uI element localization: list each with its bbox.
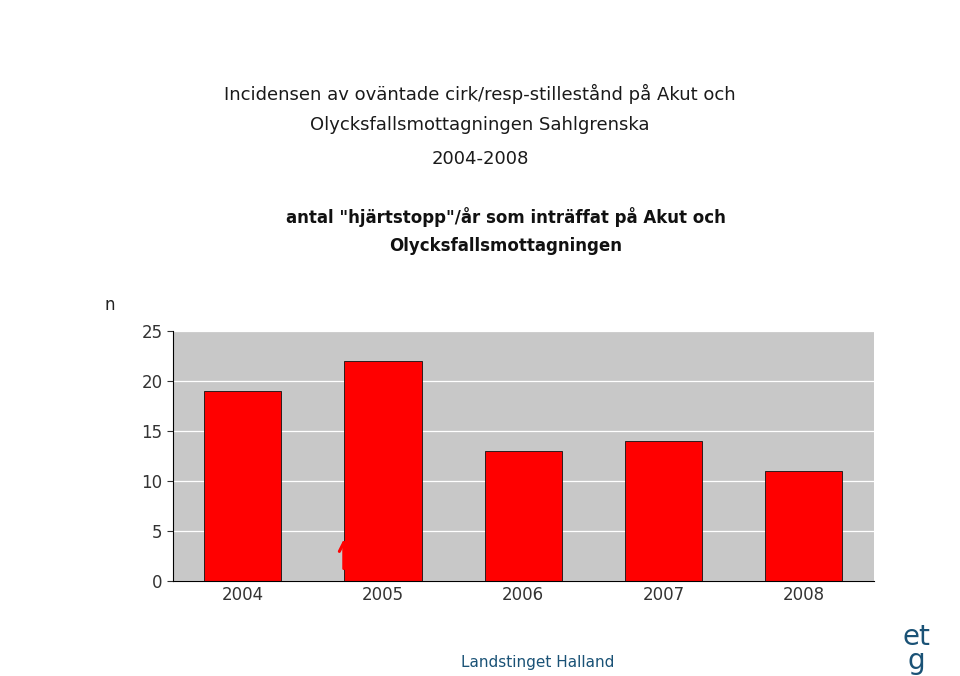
Text: www.lthalland.se: www.lthalland.se xyxy=(695,22,936,49)
Text: Incidensen av oväntade cirk/resp-stillestånd på Akut och: Incidensen av oväntade cirk/resp-stilles… xyxy=(225,84,735,104)
Text: g: g xyxy=(908,647,925,675)
Bar xyxy=(765,471,842,581)
Text: Olycksfallsmottagningen Sahlgrenska: Olycksfallsmottagningen Sahlgrenska xyxy=(310,116,650,135)
Bar xyxy=(204,391,281,581)
Text: 2004-2008: 2004-2008 xyxy=(431,150,529,168)
Text: Olycksfallsmottagningen: Olycksfallsmottagningen xyxy=(390,237,623,256)
Text: n: n xyxy=(105,295,115,314)
Bar xyxy=(485,452,562,581)
Text: antal "hjärtstopp"/år som inträffat på Akut och: antal "hjärtstopp"/år som inträffat på A… xyxy=(286,207,726,226)
Bar xyxy=(625,441,702,581)
Bar xyxy=(345,361,421,581)
Text: Landstinget Halland: Landstinget Halland xyxy=(461,655,614,670)
Text: Hälsa • Sjukvård • Tandvård: Hälsa • Sjukvård • Tandvård xyxy=(24,26,289,45)
Text: et: et xyxy=(902,623,931,651)
